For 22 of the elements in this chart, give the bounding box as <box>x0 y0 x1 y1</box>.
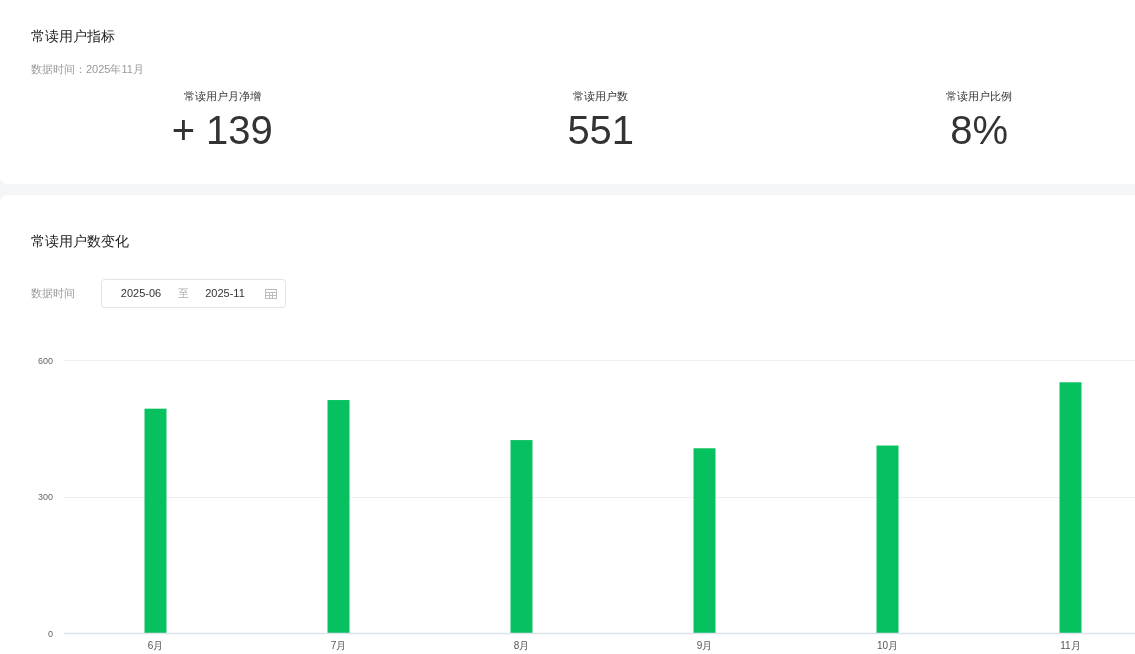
xtick-label: 10月 <box>876 639 899 651</box>
annotation: 2025-06 <box>120 287 162 299</box>
xtick-label: 8月 <box>513 639 530 651</box>
annotation: 至 <box>177 287 189 299</box>
ytick-label: 0 <box>48 628 53 639</box>
xtick-label: 7月 <box>330 639 347 651</box>
kpi-value: 551 <box>567 108 635 152</box>
title: 常读用户数变化 <box>31 233 129 249</box>
kpi-value: 8% <box>950 108 1009 152</box>
kpi-value: + 139 <box>171 108 273 152</box>
kpi-label: 常读用户月净增 <box>183 90 261 102</box>
xtick-label: 11月 <box>1060 639 1081 651</box>
xtick-label: 9月 <box>696 639 713 651</box>
annotation: 数据时间 <box>31 287 75 299</box>
xtick-label: 6月 <box>147 639 164 651</box>
ytick-label: 300 <box>37 492 53 502</box>
kpi-label: 常读用户数 <box>573 90 629 102</box>
annotation: 2025-11 <box>205 287 245 299</box>
subtitle: 数据时间：2025年11月 <box>31 63 144 75</box>
ytick-label: 600 <box>37 355 53 366</box>
title: 常读用户指标 <box>31 28 115 44</box>
kpi-label: 常读用户比例 <box>946 90 1013 102</box>
